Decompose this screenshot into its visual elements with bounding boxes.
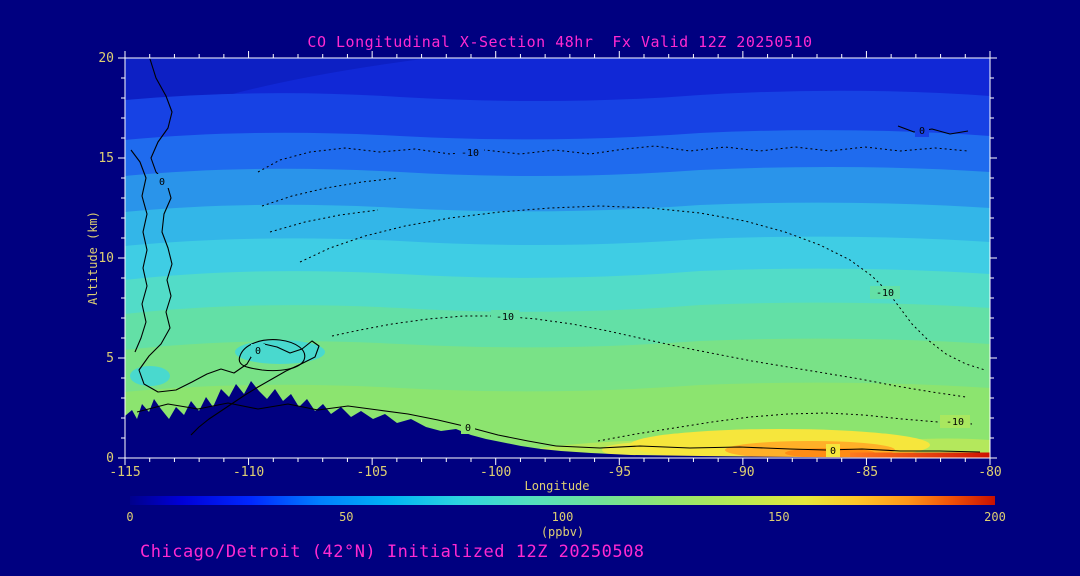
- contour-labels: 0 0 0 0 0 -10 -10 -10 -10: [155, 124, 970, 457]
- contour-label: -10: [946, 417, 964, 428]
- y-axis-tick-label: 0: [106, 451, 114, 466]
- contour-label: -10: [496, 312, 514, 323]
- x-axis-tick-label: -85: [855, 465, 878, 480]
- x-axis-tick-label: -90: [731, 465, 754, 480]
- colorbar-units-label: (ppbv): [541, 525, 584, 539]
- heatmap-field: 0 0 0 0 0 -10 -10 -10 -10: [125, 58, 990, 458]
- x-axis-tick-label: -80: [978, 465, 1001, 480]
- y-axis-tick-label: 15: [98, 151, 114, 166]
- colorbar: [130, 496, 995, 505]
- y-axis-tick-label: 20: [98, 51, 114, 66]
- colorbar-tick-label: 150: [768, 510, 790, 524]
- x-axis-tick-label: -100: [480, 465, 511, 480]
- axis-text-group: 20 15 10 5 0 -115 -110 -105 -100 -95 -90…: [86, 51, 1006, 539]
- contour-label: 0: [919, 126, 925, 137]
- contour-label: 0: [159, 177, 165, 188]
- x-axis-tick-label: -115: [109, 465, 140, 480]
- colorbar-tick-label: 200: [984, 510, 1006, 524]
- y-axis-tick-label: 5: [106, 351, 114, 366]
- terrain-silhouette: [125, 381, 990, 458]
- colorbar-tick-label: 50: [339, 510, 353, 524]
- y-axis-label: Altitude (km): [86, 211, 100, 305]
- colorbar-tick-label: 0: [126, 510, 133, 524]
- contour-label: -10: [876, 288, 894, 299]
- axis-ticks: [118, 51, 997, 465]
- contour-label: 0: [830, 446, 836, 457]
- contour-label: 0: [255, 346, 261, 357]
- x-axis-tick-label: -110: [233, 465, 264, 480]
- plot-subtitle: Chicago/Detroit (42°N) Initialized 12Z 2…: [140, 542, 645, 562]
- x-axis-tick-label: -95: [608, 465, 631, 480]
- plot-title: CO Longitudinal X-Section 48hr Fx Valid …: [307, 33, 812, 51]
- colorbar-tick-label: 100: [552, 510, 574, 524]
- x-axis-tick-label: -105: [356, 465, 387, 480]
- contour-label: 0: [465, 423, 471, 434]
- y-axis-tick-label: 10: [98, 251, 114, 266]
- contour-lines-dotted: [257, 145, 986, 442]
- contour-label: -10: [461, 148, 479, 159]
- x-axis-label: Longitude: [524, 479, 589, 493]
